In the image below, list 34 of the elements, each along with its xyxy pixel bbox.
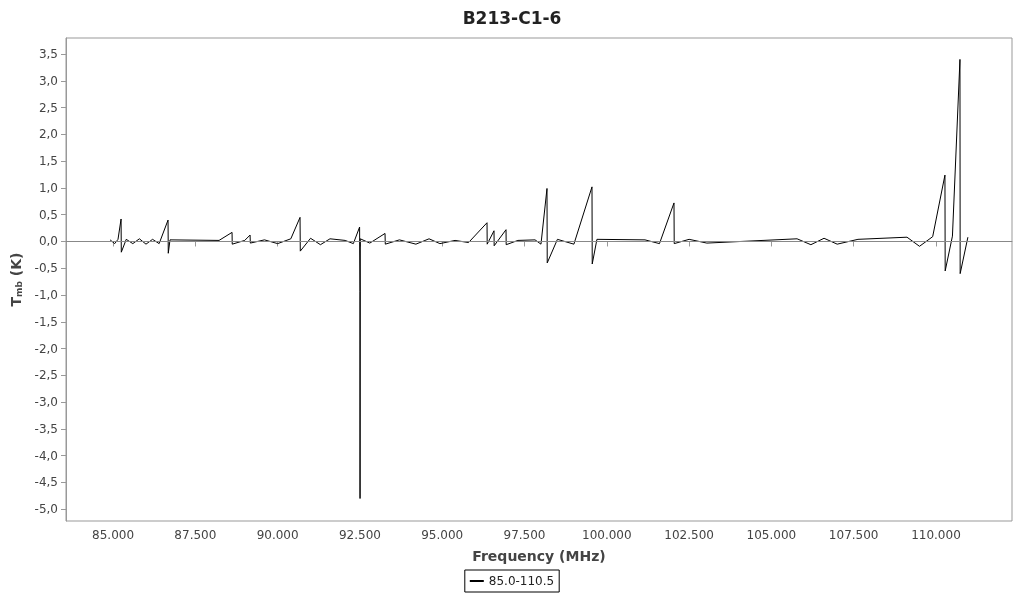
x-tick-label: 110.000 [911, 528, 961, 542]
y-tick-label: 2,5 [38, 100, 58, 115]
x-tick-label: 105.000 [746, 528, 797, 542]
y-tick-label: 3,5 [38, 47, 58, 62]
y-tick-label: 1,0 [38, 180, 58, 195]
y-axis-title: Tmb (K) [8, 252, 25, 307]
x-tick-label: 95.000 [421, 528, 464, 542]
x-axis-title: Frequency (MHz) [472, 548, 606, 564]
y-tick-label: -1,0 [34, 288, 58, 303]
y-tick-label: -1,5 [34, 314, 58, 329]
y-tick-label: -0,5 [34, 261, 58, 276]
x-tick-label: 107.500 [828, 528, 879, 542]
line-series [109, 58, 969, 500]
y-tick-label: -4,0 [34, 448, 58, 463]
y-tick-label: -3,0 [34, 395, 58, 410]
x-tick-label: 97.500 [503, 528, 546, 542]
x-tick-label: 100.000 [581, 528, 632, 542]
chart-title: B213-C1-6 [462, 7, 562, 28]
y-tick-label: 0,5 [38, 207, 58, 222]
y-tick-label: 0,0 [38, 234, 58, 249]
y-tick-label: 1,5 [38, 154, 58, 169]
x-tick-label: 87.500 [174, 528, 217, 542]
x-tick-label: 85.000 [92, 528, 135, 542]
y-tick-label: -2,0 [34, 341, 58, 356]
x-tick-label: 92.500 [338, 528, 381, 542]
y-tick-label: -2,5 [34, 368, 58, 383]
y-tick-label: -3,5 [34, 421, 58, 436]
y-tick-label: 3,0 [38, 73, 58, 88]
x-tick-label: 90.000 [256, 528, 299, 542]
y-tick-label: 2,0 [38, 127, 58, 142]
y-tick-label: -4,5 [34, 475, 58, 490]
legend-label: 85.0-110.5 [488, 574, 555, 588]
y-tick-label: -5,0 [34, 502, 58, 517]
x-tick-label: 102.500 [664, 528, 714, 542]
